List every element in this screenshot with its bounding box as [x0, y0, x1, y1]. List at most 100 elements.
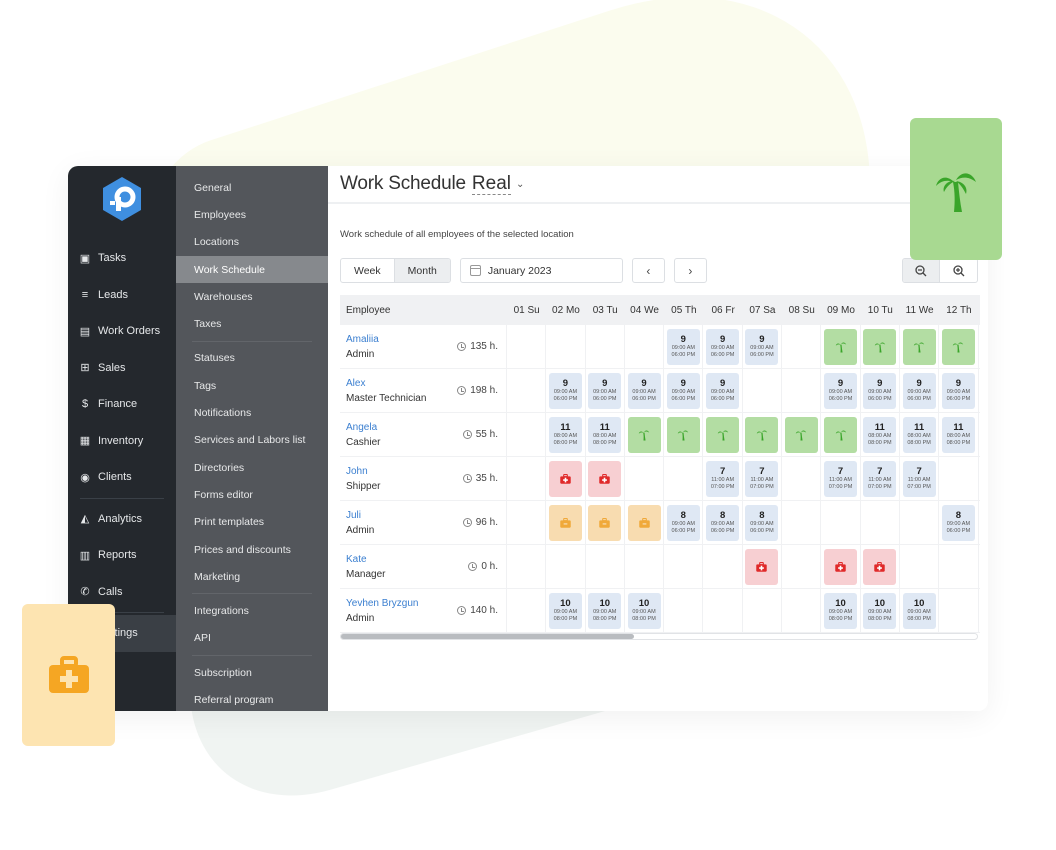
shift-cell[interactable]: 9 09:00 AM 06:00 PM — [706, 328, 740, 365]
day-cell[interactable]: 8 09:00 AM 06:00 PM — [743, 501, 783, 544]
day-cell[interactable]: 11 08:00 AM 08:00 PM — [939, 413, 979, 456]
day-cell[interactable] — [939, 457, 979, 500]
day-cell[interactable] — [861, 325, 900, 368]
subnav-item-marketing[interactable]: Marketing — [194, 570, 241, 583]
vacation-cell[interactable] — [902, 328, 936, 365]
shift-cell[interactable]: 9 09:00 AM 06:00 PM — [941, 372, 975, 409]
day-cell[interactable]: 7 11:00 AM 07:00 PM — [743, 457, 783, 500]
sick-cell[interactable] — [588, 460, 622, 497]
chevron-down-icon[interactable]: ⌄ — [515, 178, 525, 190]
day-cell[interactable]: 10 09:00 AM 08:00 PM — [821, 589, 861, 632]
day-cell[interactable] — [664, 413, 704, 456]
day-cell[interactable] — [507, 369, 547, 412]
shift-cell[interactable]: 7 11:00 AM 07:00 PM — [902, 460, 936, 497]
day-cell[interactable] — [782, 501, 822, 544]
day-cell[interactable] — [939, 545, 979, 588]
subnav-item-services-and-labors-list[interactable]: Services and Labors list — [194, 434, 306, 447]
day-cell[interactable] — [703, 589, 743, 632]
shift-cell[interactable]: 9 09:00 AM 06:00 PM — [666, 372, 700, 409]
subnav-item-employees[interactable]: Employees — [194, 208, 246, 221]
shift-cell[interactable]: 9 09:00 AM 06:00 PM — [588, 372, 622, 409]
day-cell[interactable] — [546, 501, 586, 544]
employee-name-link[interactable]: Kate — [346, 553, 367, 565]
day-cell[interactable] — [900, 501, 940, 544]
day-cell[interactable] — [625, 413, 665, 456]
day-cell[interactable]: 10 09:00 AM 08:00 PM — [861, 589, 900, 632]
day-cell[interactable]: 11 08:00 AM 08:00 PM — [900, 413, 940, 456]
shift-cell[interactable]: 11 08:00 AM 08:00 PM — [902, 416, 936, 453]
day-cell[interactable] — [782, 589, 822, 632]
shift-cell[interactable]: 11 08:00 AM 08:00 PM — [548, 416, 582, 453]
shift-cell[interactable]: 10 09:00 AM 08:00 PM — [588, 592, 622, 629]
day-cell[interactable] — [939, 589, 979, 632]
day-cell[interactable] — [821, 545, 861, 588]
day-cell[interactable] — [625, 325, 665, 368]
day-cell[interactable]: 11 08:00 AM 08:00 PM — [861, 413, 900, 456]
day-cell[interactable] — [507, 589, 547, 632]
nav-item-tasks[interactable]: ▣ Tasks — [68, 240, 176, 277]
employee-name-link[interactable]: Angela — [346, 421, 378, 433]
nav-item-work-orders[interactable]: ▤ Work Orders — [68, 313, 176, 350]
day-cell[interactable]: 7 11:00 AM 07:00 PM — [861, 457, 900, 500]
day-cell[interactable] — [821, 325, 861, 368]
horizontal-scrollbar[interactable] — [340, 633, 978, 640]
shift-cell[interactable]: 9 09:00 AM 06:00 PM — [824, 372, 858, 409]
day-cell[interactable] — [664, 457, 704, 500]
day-cell[interactable]: 7 11:00 AM 07:00 PM — [900, 457, 940, 500]
subnav-item-print-templates[interactable]: Print templates — [194, 516, 265, 529]
subnav-item-notifications[interactable]: Notifications — [194, 407, 252, 420]
shift-cell[interactable]: 7 11:00 AM 07:00 PM — [745, 460, 779, 497]
day-cell[interactable] — [507, 325, 547, 368]
shift-cell[interactable]: 11 08:00 AM 08:00 PM — [941, 416, 975, 453]
day-cell[interactable] — [782, 369, 822, 412]
day-cell[interactable]: 9 09:00 AM 06:00 PM — [586, 369, 625, 412]
day-cell[interactable]: 9 09:00 AM 06:00 PM — [900, 369, 940, 412]
day-cell[interactable]: 11 08:00 AM 08:00 PM — [546, 413, 586, 456]
vacation-cell[interactable] — [941, 328, 975, 365]
shift-cell[interactable]: 8 09:00 AM 06:00 PM — [666, 504, 700, 541]
day-cell[interactable] — [743, 413, 783, 456]
sick-cell[interactable] — [745, 548, 779, 585]
shift-cell[interactable]: 10 09:00 AM 08:00 PM — [548, 592, 582, 629]
day-cell[interactable] — [782, 325, 822, 368]
nav-item-calls[interactable]: ✆ Calls — [68, 574, 176, 611]
day-cell[interactable]: 9 09:00 AM 06:00 PM — [664, 369, 704, 412]
day-cell[interactable] — [586, 501, 625, 544]
nav-item-reports[interactable]: ▥ Reports — [68, 537, 176, 574]
day-cell[interactable] — [664, 545, 704, 588]
subnav-item-locations[interactable]: Locations — [194, 236, 239, 249]
day-cell[interactable]: 8 09:00 AM 06:00 PM — [703, 501, 743, 544]
shift-cell[interactable]: 7 11:00 AM 07:00 PM — [706, 460, 740, 497]
day-cell[interactable]: 9 09:00 AM 06:00 PM — [703, 369, 743, 412]
day-cell[interactable]: 8 09:00 AM 06:00 PM — [939, 501, 979, 544]
day-cell[interactable] — [664, 589, 704, 632]
day-cell[interactable]: 7 11:00 AM 07:00 PM — [703, 457, 743, 500]
day-cell[interactable]: 9 09:00 AM 06:00 PM — [821, 369, 861, 412]
date-picker[interactable]: January 2023 — [459, 258, 623, 283]
day-cell[interactable] — [625, 457, 665, 500]
sick-cell[interactable] — [548, 460, 582, 497]
day-cell[interactable] — [625, 545, 665, 588]
subnav-item-statuses[interactable]: Statuses — [194, 352, 235, 365]
day-cell[interactable] — [861, 545, 900, 588]
prev-button[interactable]: ‹ — [631, 258, 665, 283]
shift-cell[interactable]: 9 09:00 AM 06:00 PM — [666, 328, 700, 365]
nav-item-leads[interactable]: ≡ Leads — [68, 277, 176, 314]
day-cell[interactable]: 9 09:00 AM 06:00 PM — [625, 369, 665, 412]
day-cell[interactable] — [507, 457, 547, 500]
nav-item-clients[interactable]: ◉ Clients — [68, 459, 176, 496]
vacation-cell[interactable] — [627, 416, 661, 453]
shift-cell[interactable]: 10 09:00 AM 08:00 PM — [627, 592, 661, 629]
day-cell[interactable] — [703, 413, 743, 456]
day-cell[interactable] — [546, 457, 586, 500]
shift-cell[interactable]: 9 09:00 AM 06:00 PM — [863, 372, 897, 409]
day-cell[interactable]: 10 09:00 AM 08:00 PM — [586, 589, 625, 632]
shift-cell[interactable]: 8 09:00 AM 06:00 PM — [941, 504, 975, 541]
vacation-cell[interactable] — [745, 416, 779, 453]
subnav-item-work-schedule[interactable]: Work Schedule — [176, 255, 328, 284]
vacation-cell[interactable] — [784, 416, 818, 453]
vacation-cell[interactable] — [666, 416, 700, 453]
employee-name-link[interactable]: Juli — [346, 509, 362, 521]
day-cell[interactable] — [586, 545, 625, 588]
shift-cell[interactable]: 11 08:00 AM 08:00 PM — [588, 416, 622, 453]
